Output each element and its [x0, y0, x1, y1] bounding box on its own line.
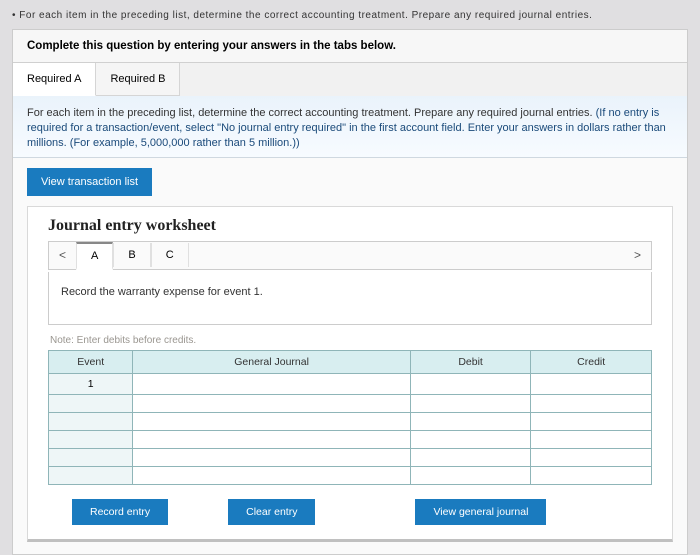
cell-debit[interactable]	[410, 448, 531, 466]
action-buttons-row: Record entry Clear entry View general jo…	[48, 499, 652, 525]
cell-credit[interactable]	[531, 430, 652, 448]
cell-general-journal[interactable]	[133, 412, 410, 430]
record-instruction: Record the warranty expense for event 1.	[48, 272, 652, 325]
required-tabs: Required A Required B	[13, 63, 687, 96]
nav-prev-icon[interactable]: <	[49, 242, 76, 268]
instruction-text: Complete this question by entering your …	[13, 30, 687, 63]
cell-event[interactable]	[49, 394, 133, 412]
cell-credit[interactable]	[531, 448, 652, 466]
clear-entry-button[interactable]: Clear entry	[228, 499, 315, 525]
note-text: Note: Enter debits before credits.	[50, 335, 652, 346]
record-entry-button[interactable]: Record entry	[72, 499, 168, 525]
cell-debit[interactable]	[410, 430, 531, 448]
cell-event[interactable]: 1	[49, 373, 133, 394]
view-transaction-list-button[interactable]: View transaction list	[27, 168, 152, 196]
cell-general-journal[interactable]	[133, 394, 410, 412]
tab-required-a[interactable]: Required A	[13, 63, 96, 96]
table-row	[49, 430, 652, 448]
table-row	[49, 412, 652, 430]
col-header-event: Event	[49, 350, 133, 373]
nav-tab-c[interactable]: C	[151, 243, 189, 267]
nav-next-icon[interactable]: >	[624, 242, 651, 268]
cell-event[interactable]	[49, 466, 133, 484]
col-header-debit: Debit	[410, 350, 531, 373]
question-card: Complete this question by entering your …	[12, 29, 688, 555]
table-row	[49, 466, 652, 484]
cell-event[interactable]	[49, 412, 133, 430]
cell-event[interactable]	[49, 448, 133, 466]
cell-general-journal[interactable]	[133, 373, 410, 394]
table-row: 1	[49, 373, 652, 394]
view-general-journal-button[interactable]: View general journal	[415, 499, 546, 525]
col-header-credit: Credit	[531, 350, 652, 373]
cell-credit[interactable]	[531, 466, 652, 484]
nav-tab-a[interactable]: A	[76, 242, 113, 270]
cell-general-journal[interactable]	[133, 466, 410, 484]
cell-debit[interactable]	[410, 466, 531, 484]
table-row	[49, 448, 652, 466]
page-context-text: • For each item in the preceding list, d…	[12, 10, 688, 21]
table-row	[49, 394, 652, 412]
instruction-main: For each item in the preceding list, det…	[27, 107, 596, 119]
cell-event[interactable]	[49, 430, 133, 448]
cell-debit[interactable]	[410, 373, 531, 394]
cell-general-journal[interactable]	[133, 430, 410, 448]
journal-entry-table: Event General Journal Debit Credit 1	[48, 350, 652, 485]
cell-debit[interactable]	[410, 394, 531, 412]
tab-instructions: For each item in the preceding list, det…	[13, 96, 687, 158]
col-header-general-journal: General Journal	[133, 350, 410, 373]
cell-credit[interactable]	[531, 373, 652, 394]
cell-credit[interactable]	[531, 412, 652, 430]
worksheet-title: Journal entry worksheet	[48, 217, 652, 235]
cell-credit[interactable]	[531, 394, 652, 412]
tab-required-b[interactable]: Required B	[96, 63, 180, 96]
journal-worksheet: Journal entry worksheet < A B C > Record…	[27, 206, 673, 542]
cell-debit[interactable]	[410, 412, 531, 430]
worksheet-nav: < A B C >	[48, 241, 652, 270]
nav-tab-b[interactable]: B	[113, 243, 150, 267]
cell-general-journal[interactable]	[133, 448, 410, 466]
journal-table-body: 1	[49, 373, 652, 484]
